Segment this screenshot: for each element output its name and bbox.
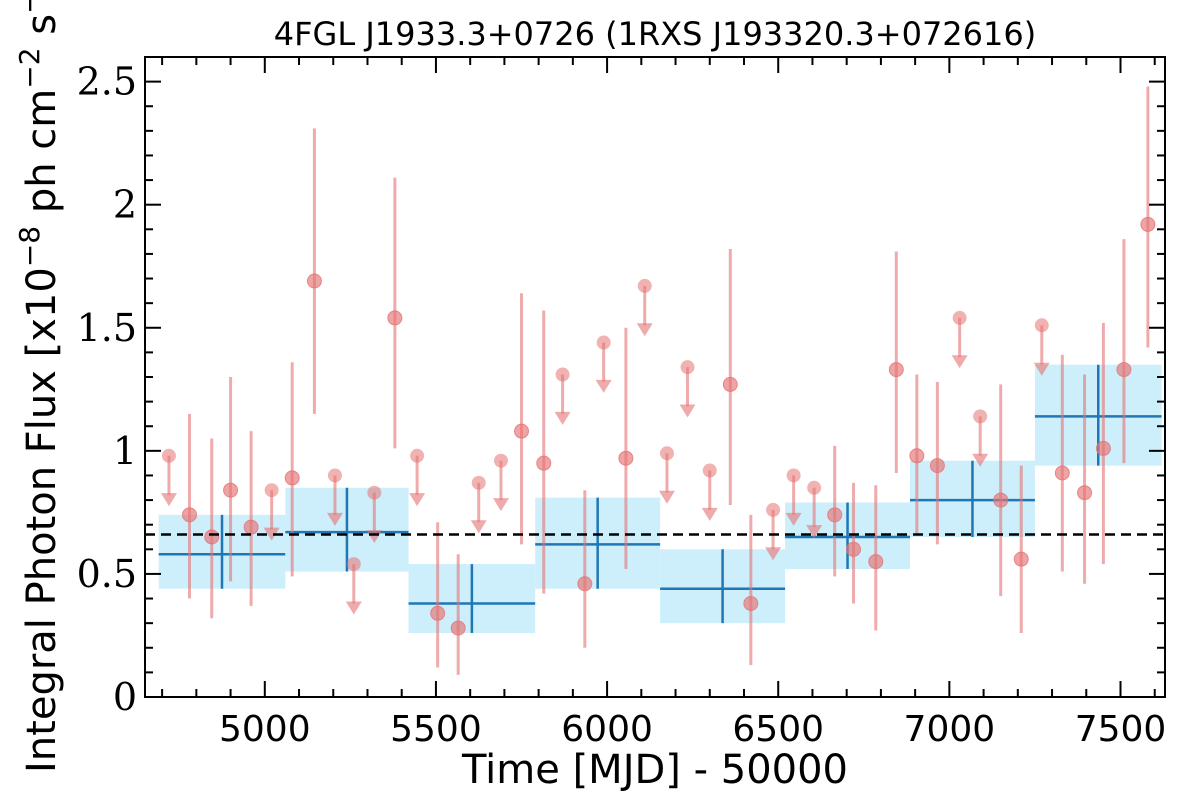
flux-point	[1095, 440, 1111, 456]
y-tick-label: 0	[113, 675, 137, 719]
y-label-exp3: −1	[13, 0, 46, 14]
flux-point	[743, 595, 759, 611]
upper-limit-point	[952, 310, 967, 325]
upper-limit-point	[973, 409, 988, 424]
upper-limit-point	[637, 278, 652, 293]
x-tick-label: 5500	[390, 709, 482, 750]
flux-point	[243, 519, 259, 535]
upper-limit-point	[555, 367, 570, 382]
upper-limit-point	[659, 446, 674, 461]
flux-point	[618, 450, 634, 466]
upper-limit-arrow	[595, 379, 612, 393]
upper-limit-arrow	[701, 507, 718, 521]
flux-point	[284, 470, 300, 486]
upper-limit-arrow	[636, 323, 653, 337]
flux-point	[1054, 465, 1070, 481]
upper-limit-point	[807, 480, 822, 495]
upper-limit-arrow	[326, 512, 343, 526]
y-tick-label: 2	[113, 183, 137, 227]
upper-limit-point	[680, 360, 695, 375]
y-tick-label: 0.5	[77, 552, 137, 596]
flux-point	[827, 507, 843, 523]
upper-limit-point	[786, 468, 801, 483]
upper-limit-arrow	[263, 527, 280, 541]
upper-limit-arrow	[345, 601, 362, 615]
upper-limit-point	[346, 557, 361, 572]
flux-point	[888, 362, 904, 378]
upper-limit-point	[1034, 318, 1049, 333]
flux-point	[722, 376, 738, 392]
upper-limit-point	[367, 485, 382, 500]
flux-point	[536, 455, 552, 471]
upper-limit-arrow	[785, 512, 802, 526]
flux-point	[387, 310, 403, 326]
y-label-exp1: −8	[13, 226, 46, 267]
upper-limit-arrow	[1033, 362, 1050, 376]
flux-point	[846, 541, 862, 557]
upper-limit-arrow	[972, 453, 989, 467]
flux-point	[868, 554, 884, 570]
flux-point	[1116, 362, 1132, 378]
upper-limit-point	[596, 335, 611, 350]
flux-point	[514, 423, 530, 439]
upper-limit-point	[702, 463, 717, 478]
upper-limit-point	[493, 453, 508, 468]
y-label-base: Integral Photon Flux [x10	[19, 267, 65, 773]
upper-limit-arrow	[160, 493, 177, 507]
x-tick-label: 6500	[732, 709, 824, 750]
flux-point	[223, 482, 239, 498]
upper-limit-arrow	[679, 404, 696, 418]
upper-limit-point	[766, 502, 781, 517]
flux-point	[450, 620, 466, 636]
y-tick-labels: 0 0.5 1 1.5 2 2.5	[77, 60, 137, 719]
binned-flux-layer	[158, 364, 1162, 633]
x-tick-label: 7000	[904, 709, 996, 750]
x-tick-label: 5000	[219, 709, 311, 750]
x-axis-label: Time [MJD] - 50000	[461, 747, 848, 793]
upper-limit-point	[161, 448, 176, 463]
flux-point	[993, 492, 1009, 508]
x-tick-label: 6000	[561, 709, 653, 750]
y-axis-label: Integral Photon Flux [x10−8 ph cm−2 s−1]	[13, 0, 65, 773]
x-tick-label: 7500	[1075, 709, 1167, 750]
flux-point	[1140, 216, 1156, 232]
flux-point	[577, 576, 593, 592]
upper-limit-point	[264, 483, 279, 498]
upper-limit-point	[471, 475, 486, 490]
upper-limit-point	[410, 448, 425, 463]
axis-ticks	[145, 56, 1165, 698]
flux-point	[204, 529, 220, 545]
flux-point	[181, 507, 197, 523]
upper-limit-arrow	[470, 520, 487, 534]
upper-limit-arrow	[409, 493, 426, 507]
upper-limit-arrow	[806, 525, 823, 539]
flux-point	[909, 448, 925, 464]
upper-limit-point	[327, 468, 342, 483]
x-tick-labels: 5000 5500 6000 6500 7000 7500	[219, 709, 1166, 750]
y-tick-label: 2.5	[77, 60, 137, 104]
upper-limit-arrow	[951, 355, 968, 369]
chart-title: 4FGL J1933.3+0726 (1RXS J193320.3+072616…	[274, 15, 1036, 53]
flux-point	[306, 273, 322, 289]
plot-frame	[144, 56, 1166, 698]
y-tick-label: 1	[113, 429, 137, 473]
y-label-exp2: −2	[13, 47, 46, 88]
flux-point	[929, 458, 945, 474]
flux-point	[430, 605, 446, 621]
flux-point	[1013, 551, 1029, 567]
upper-limit-arrow	[658, 490, 675, 504]
flux-points-layer	[160, 86, 1156, 675]
y-tick-label: 1.5	[77, 306, 137, 350]
upper-limit-arrow	[554, 411, 571, 425]
upper-limit-arrow	[492, 498, 509, 512]
y-label-mid: ph cm	[19, 89, 65, 226]
flux-point	[1077, 485, 1093, 501]
upper-limit-arrow	[765, 547, 782, 561]
y-label-mid2: s	[19, 14, 65, 48]
